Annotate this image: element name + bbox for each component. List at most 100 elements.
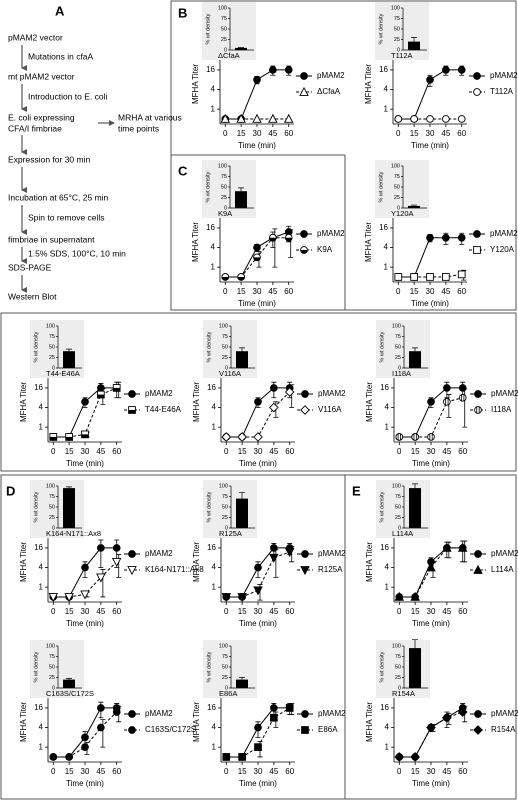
- panel-frame: [344, 474, 517, 800]
- inset-bar: [236, 679, 248, 688]
- y-tick-label: 1: [384, 262, 389, 271]
- x-tick-label: 0: [224, 447, 229, 456]
- x-tick-label: 0: [51, 767, 56, 776]
- inset-y-axis-title: % wt density: [33, 331, 39, 362]
- marker: [81, 563, 89, 572]
- x-tick-label: 15: [238, 447, 247, 456]
- marker-fill: [413, 433, 417, 441]
- y-tick-label: 1: [212, 742, 217, 751]
- y-tick-label: 4: [384, 243, 389, 252]
- series-line: [53, 711, 118, 758]
- chart: 141664015304560Time (min)MFHA TiterpMAM2…: [364, 160, 518, 308]
- inset-error-bar: [66, 348, 72, 352]
- marker: [270, 384, 278, 392]
- series-line: [53, 387, 117, 438]
- marker: [442, 66, 450, 74]
- x-tick-label: 15: [238, 607, 247, 616]
- x-tick-label: 45: [268, 129, 277, 138]
- marker: [49, 753, 58, 761]
- inset-bar: [63, 488, 75, 528]
- marker: [473, 564, 483, 574]
- inset-category-label: E86A: [219, 689, 237, 698]
- x-tick-label: 15: [411, 447, 420, 456]
- inset-y-tick-label: 75: [222, 494, 228, 500]
- marker: [81, 733, 89, 742]
- x-tick-label: 15: [237, 129, 246, 138]
- marker: [237, 593, 247, 603]
- marker: [458, 393, 467, 402]
- inset-y-tick-label: 50: [395, 504, 401, 510]
- marker: [394, 591, 405, 601]
- error-bar: [446, 394, 452, 418]
- chart: 141664015304560Time (min)MFHA TiterpMAM2…: [19, 640, 196, 788]
- inset-y-axis-title: % wt density: [206, 331, 212, 362]
- inset-y-tick-label: 50: [394, 26, 400, 32]
- flow-text: mt pMAM2 vector: [8, 71, 75, 81]
- marker: [238, 753, 246, 761]
- marker: [394, 752, 405, 762]
- marker-fill: [476, 406, 480, 414]
- y-tick-label: 4: [212, 563, 217, 572]
- inset-y-tick-label: 75: [395, 334, 401, 340]
- x-tick-label: 60: [112, 767, 121, 776]
- y-tick-label: 16: [379, 65, 388, 74]
- marker-fill: [221, 276, 229, 281]
- y-tick-label: 4: [211, 85, 216, 94]
- inset-y-axis-title: % wt density: [378, 171, 384, 202]
- x-tick-label: 30: [81, 447, 90, 456]
- inset-y-tick-label: 75: [49, 334, 55, 340]
- flow-text: CFA/I fimbriae: [8, 123, 62, 133]
- marker-fill: [300, 250, 308, 254]
- x-axis-title: Time (min): [412, 619, 450, 628]
- x-tick-label: 0: [397, 447, 402, 456]
- marker-fill: [285, 237, 293, 242]
- marker: [395, 433, 404, 441]
- marker: [270, 704, 278, 712]
- y-axis-title: MFHA Titer: [364, 222, 373, 262]
- marker: [457, 115, 466, 123]
- inset-bar: [409, 488, 421, 528]
- marker: [427, 397, 435, 406]
- flow-text: time points: [118, 123, 159, 133]
- x-tick-label: 0: [224, 767, 229, 776]
- marker: [252, 113, 262, 123]
- x-tick-label: 60: [458, 767, 467, 776]
- marker: [474, 406, 482, 414]
- y-tick-label: 4: [384, 85, 389, 94]
- inset-y-tick-label: 25: [394, 195, 400, 201]
- inset-category-label: T44-E46A: [46, 369, 80, 378]
- x-tick-label: 0: [223, 287, 228, 296]
- x-axis-title: Time (min): [66, 779, 104, 788]
- marker: [112, 544, 121, 552]
- marker: [48, 593, 59, 603]
- chart: D141664015304560Time (min)MFHA TiterpMAM…: [6, 480, 204, 628]
- y-axis-title: MFHA Titer: [192, 542, 201, 582]
- flow-text: Incubation at 65°C, 25 min: [8, 192, 109, 202]
- flow-text: Introduction to E. coli: [28, 91, 107, 101]
- inset-y-tick-label: 25: [222, 355, 228, 361]
- marker-fill: [128, 410, 136, 414]
- x-tick-label: 60: [458, 607, 467, 616]
- marker-fill: [81, 434, 89, 438]
- marker: [127, 566, 137, 576]
- legend-label: pMAM2: [145, 549, 173, 558]
- inset-bar: [235, 191, 247, 208]
- marker: [236, 113, 246, 123]
- inset-y-tick-label: 0: [225, 365, 228, 371]
- chart: 141664015304560Time (min)MFHA TiterpMAM2…: [365, 639, 518, 788]
- inset-y-tick-label: 0: [52, 685, 55, 691]
- x-tick-label: 30: [253, 287, 262, 296]
- marker: [410, 591, 420, 601]
- series-line: [226, 707, 290, 758]
- y-axis-title: MFHA Titer: [19, 542, 28, 582]
- y-tick-label: 1: [39, 422, 44, 431]
- x-tick-label: 45: [269, 447, 278, 456]
- y-tick-label: 1: [212, 582, 217, 591]
- marker: [254, 563, 262, 572]
- error-bar: [288, 229, 294, 258]
- x-tick-label: 15: [410, 287, 419, 296]
- legend-label: K9A: [317, 245, 333, 254]
- inset-bar: [409, 351, 421, 368]
- chart: 141664015304560Time (min)MFHA TiterpMAM2…: [19, 320, 182, 468]
- y-tick-label: 16: [207, 383, 216, 392]
